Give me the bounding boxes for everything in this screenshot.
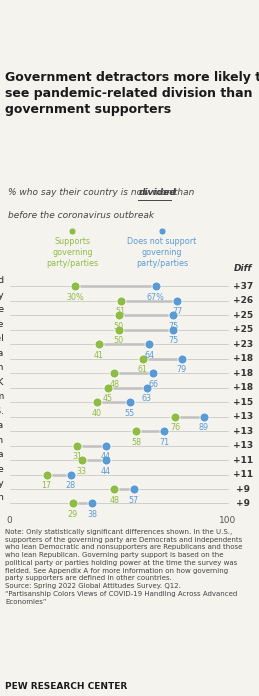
- Text: 50: 50: [113, 336, 124, 345]
- Text: Government detractors more likely to
see pandemic-related division than
governme: Government detractors more likely to see…: [5, 71, 259, 116]
- Text: 38: 38: [88, 510, 97, 519]
- Text: +18: +18: [233, 354, 253, 363]
- Text: UK: UK: [0, 378, 4, 387]
- Text: 79: 79: [177, 365, 187, 374]
- Text: Greece: Greece: [0, 320, 4, 329]
- Text: +9: +9: [236, 499, 250, 508]
- Text: 41: 41: [94, 351, 104, 360]
- Text: +11: +11: [233, 456, 253, 464]
- Text: +25: +25: [233, 326, 253, 334]
- Text: 48: 48: [109, 496, 119, 505]
- Text: 30%: 30%: [66, 293, 84, 302]
- Text: +37: +37: [233, 282, 253, 291]
- Text: Malaysia: Malaysia: [0, 450, 4, 459]
- Text: Singapore: Singapore: [0, 464, 4, 473]
- Text: +11: +11: [233, 470, 253, 479]
- Text: 45: 45: [103, 394, 113, 403]
- Text: 57: 57: [129, 496, 139, 505]
- Text: PEW RESEARCH CENTER: PEW RESEARCH CENTER: [5, 682, 127, 691]
- Text: +18: +18: [233, 369, 253, 378]
- Text: Belgium: Belgium: [0, 393, 4, 401]
- Text: +25: +25: [233, 311, 253, 320]
- Text: +9: +9: [236, 484, 250, 493]
- Text: before the coronavirus outbreak: before the coronavirus outbreak: [8, 211, 154, 220]
- Text: Spain: Spain: [0, 363, 4, 372]
- Text: 50: 50: [113, 322, 124, 331]
- Text: Poland: Poland: [0, 276, 4, 285]
- Text: divided: divided: [138, 188, 176, 197]
- Text: 55: 55: [124, 409, 135, 418]
- Text: +13: +13: [233, 441, 253, 450]
- Text: 44: 44: [100, 466, 111, 475]
- Text: 66: 66: [148, 380, 159, 389]
- Text: 58: 58: [131, 438, 141, 447]
- Text: +26: +26: [233, 296, 253, 306]
- Text: 29: 29: [68, 510, 78, 519]
- Text: Does not support
governing
party/parties: Does not support governing party/parties: [127, 237, 196, 268]
- Text: 63: 63: [142, 394, 152, 403]
- Text: Note: Only statistically significant differences shown. In the U.S.,
supporters : Note: Only statistically significant dif…: [5, 529, 243, 605]
- Text: 40: 40: [92, 409, 102, 418]
- Text: 61: 61: [138, 365, 148, 374]
- Text: Sweden: Sweden: [0, 493, 4, 503]
- Text: 33: 33: [76, 466, 87, 475]
- Text: 75: 75: [168, 336, 178, 345]
- Text: +13: +13: [233, 412, 253, 421]
- Text: +23: +23: [233, 340, 253, 349]
- Text: Australia: Australia: [0, 421, 4, 430]
- Text: 89: 89: [199, 423, 209, 432]
- Text: 51: 51: [116, 308, 126, 317]
- Text: 71: 71: [159, 438, 169, 447]
- Text: Diff: Diff: [234, 264, 252, 273]
- Text: 44: 44: [100, 452, 111, 461]
- Text: U.S.: U.S.: [0, 406, 4, 416]
- Text: +18: +18: [233, 383, 253, 393]
- Text: France: France: [0, 306, 4, 315]
- Text: Supports
governing
party/parties: Supports governing party/parties: [46, 237, 98, 268]
- Text: 64: 64: [144, 351, 154, 360]
- Text: 31: 31: [72, 452, 82, 461]
- Text: than: than: [171, 188, 195, 197]
- Text: 75: 75: [168, 322, 178, 331]
- Text: Israel: Israel: [0, 334, 4, 343]
- Text: Japan: Japan: [0, 436, 4, 445]
- Text: 67%: 67%: [147, 293, 165, 302]
- Text: 76: 76: [170, 423, 180, 432]
- Text: Italy: Italy: [0, 479, 4, 488]
- Text: Canada: Canada: [0, 349, 4, 358]
- Text: Hungary: Hungary: [0, 291, 4, 300]
- Text: +13: +13: [233, 427, 253, 436]
- Text: 48: 48: [109, 380, 119, 389]
- Text: 17: 17: [41, 481, 52, 490]
- Text: 28: 28: [66, 481, 76, 490]
- Text: % who say their country is now more: % who say their country is now more: [8, 188, 178, 197]
- Text: 77: 77: [172, 308, 183, 317]
- Text: +15: +15: [233, 397, 253, 406]
